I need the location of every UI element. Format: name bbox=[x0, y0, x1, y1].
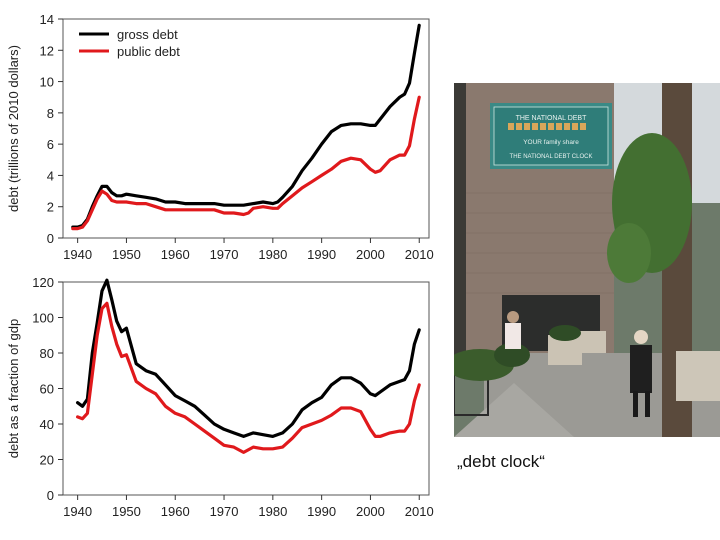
gross-public-debt-chart: 0 2 4 6 8 10 12 14 1940 1950 1960 1970 1980 1990 2000 2… bbox=[6, 12, 434, 262]
y-tick-label: 120 bbox=[32, 275, 54, 290]
y-tick-label: 12 bbox=[40, 43, 54, 58]
x-tick-label: 1960 bbox=[161, 247, 190, 262]
x-tick-label: 1990 bbox=[307, 504, 336, 519]
y-tick-label: 80 bbox=[40, 346, 54, 361]
plot-frame bbox=[62, 281, 430, 496]
x-tick-label: 1970 bbox=[210, 504, 239, 519]
y-tick-label: 60 bbox=[40, 382, 54, 397]
y-axis-label: debt (trillions of 2010 dollars) bbox=[6, 45, 21, 212]
legend-label: public debt bbox=[117, 44, 180, 59]
x-tick-label: 2010 bbox=[405, 247, 434, 262]
y-tick-label: 10 bbox=[40, 75, 54, 90]
photo-caption: „debt clock“ bbox=[457, 452, 545, 471]
sign-line-1: THE NATIONAL DEBT bbox=[516, 115, 588, 122]
dark-doorway bbox=[454, 83, 466, 373]
x-tick-label: 2000 bbox=[356, 504, 385, 519]
x-tick-label: 1970 bbox=[210, 247, 239, 262]
woman-figure bbox=[505, 323, 521, 349]
series-line-gross-debt bbox=[71, 23, 421, 229]
y-tick-label: 4 bbox=[47, 168, 54, 183]
sign-line-2: YOUR family share bbox=[523, 139, 579, 146]
series-line-public-debt bbox=[75, 301, 421, 454]
y-tick-label: 6 bbox=[47, 137, 54, 152]
legend-label: gross debt bbox=[117, 27, 178, 42]
y-tick-label: 0 bbox=[47, 488, 54, 503]
x-tick-label: 1940 bbox=[63, 504, 92, 519]
x-tick-label: 1950 bbox=[112, 504, 141, 519]
x-tick-label: 1940 bbox=[63, 247, 92, 262]
y-tick-label: 40 bbox=[40, 417, 54, 432]
x-tick-label: 1950 bbox=[112, 247, 141, 262]
y-tick-label: 20 bbox=[40, 453, 54, 468]
y-tick-label: 8 bbox=[47, 106, 54, 121]
x-tick-label: 2000 bbox=[356, 247, 385, 262]
series-line-public-debt bbox=[71, 95, 421, 231]
y-tick-label: 0 bbox=[47, 231, 54, 246]
series-line-gross-debt bbox=[75, 278, 421, 438]
debt-fraction-of-gdp-chart: 0 20 40 60 80 100 120 1940 1950 1960 1970 1980 1990 2… bbox=[6, 275, 434, 519]
sign-line-3: THE NATIONAL DEBT CLOCK bbox=[510, 154, 593, 160]
y-tick-label: 2 bbox=[47, 200, 54, 215]
y-tick-label: 100 bbox=[32, 311, 54, 326]
x-tick-label: 1960 bbox=[161, 504, 190, 519]
y-axis-label: debt as a fraction of gdp bbox=[6, 319, 21, 458]
plot-frame bbox=[62, 18, 430, 239]
x-tick-label: 1980 bbox=[258, 247, 287, 262]
y-tick-label: 14 bbox=[40, 12, 54, 27]
x-tick-label: 1980 bbox=[258, 504, 287, 519]
x-tick-label: 2010 bbox=[405, 504, 434, 519]
x-tick-label: 1990 bbox=[307, 247, 336, 262]
pedestrian bbox=[630, 345, 652, 393]
debt-clock-photo: THE NATIONAL DEBT YOUR family share THE … bbox=[454, 83, 720, 437]
